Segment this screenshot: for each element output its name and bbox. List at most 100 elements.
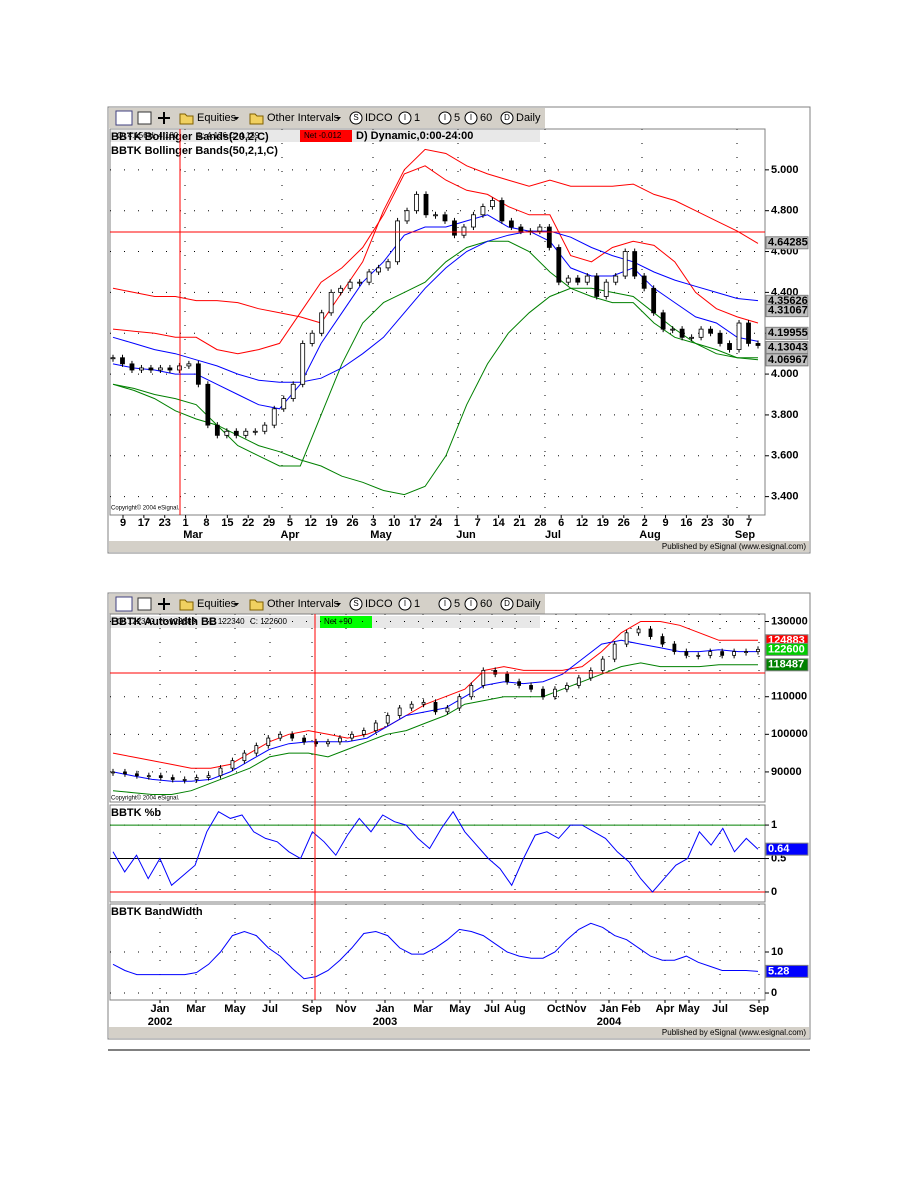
candle [648, 628, 653, 637]
button-label[interactable]: 60 [480, 112, 492, 124]
x-tick-label: Nov [566, 1003, 588, 1015]
x-tick-label: 3 [370, 517, 376, 529]
candle [546, 226, 552, 248]
folder-icon[interactable] [249, 113, 264, 125]
x-month-label: Aug [639, 529, 660, 541]
candle [254, 745, 259, 754]
candle [233, 430, 239, 436]
candle [541, 688, 545, 698]
candle [158, 775, 163, 778]
button-icon-letter: I [404, 113, 406, 122]
candle [624, 632, 629, 645]
candle [696, 654, 701, 657]
folder-icon[interactable] [179, 113, 194, 125]
x-tick-label: 21 [513, 517, 525, 529]
button-label[interactable]: 1 [414, 598, 420, 610]
candle [469, 685, 474, 698]
candle [632, 251, 638, 277]
chart-icon[interactable] [137, 597, 152, 611]
button-icon[interactable] [438, 111, 452, 125]
crosshair-icon[interactable] [158, 112, 170, 124]
candle [594, 275, 600, 297]
x-year-label: 2002 [148, 1016, 172, 1028]
info-field: O: 4.156 [117, 131, 148, 140]
chart-icon[interactable] [137, 111, 152, 125]
net-box [300, 130, 352, 142]
candle [461, 226, 467, 236]
candle [442, 214, 448, 222]
x-tick-label: 29 [263, 517, 275, 529]
button-icon-letter: I [444, 599, 446, 608]
button-icon[interactable] [349, 597, 363, 611]
candle [708, 651, 713, 656]
button-icon[interactable] [500, 597, 514, 611]
menu-arrow [336, 117, 341, 120]
button-icon[interactable] [398, 111, 412, 125]
button-icon[interactable] [464, 597, 478, 611]
menu-label[interactable]: Equities [197, 112, 237, 124]
button-icon-letter: I [470, 113, 472, 122]
candle [290, 733, 295, 739]
candle [349, 733, 354, 739]
last-value-label: 5.28 [768, 965, 789, 977]
button-label[interactable]: 5 [454, 598, 460, 610]
button-label[interactable]: IDCO [365, 598, 393, 610]
button-label[interactable]: Daily [516, 112, 541, 124]
button-label[interactable]: 1 [414, 112, 420, 124]
x-tick-label: 24 [430, 517, 443, 529]
candle [278, 733, 283, 739]
x-tick-label: 1 [183, 517, 189, 529]
candle [499, 200, 505, 222]
y-tick-label: 0 [771, 987, 777, 999]
crosshair-icon[interactable] [158, 598, 170, 610]
candle [622, 251, 628, 277]
candle [395, 220, 400, 263]
y-tick-label: 130000 [771, 615, 808, 627]
menu-label[interactable]: Equities [197, 598, 237, 610]
folder-icon[interactable] [179, 599, 194, 611]
x-tick-label: 12 [305, 517, 317, 529]
y-tick-label: 0 [771, 886, 777, 898]
button-label[interactable]: 5 [454, 112, 460, 124]
link-icon[interactable] [115, 596, 133, 612]
button-label[interactable]: Daily [516, 598, 541, 610]
copyright: Copyright© 2004 eSignal. [111, 795, 180, 802]
last-value-label: 4.06967 [768, 354, 808, 366]
y-tick-label: 100000 [771, 728, 808, 740]
candle [493, 670, 498, 675]
button-icon[interactable] [398, 597, 412, 611]
menu-label[interactable]: Other Intervals [267, 112, 340, 124]
button-label[interactable]: IDCO [365, 112, 393, 124]
x-tick-label: Jul [484, 1003, 500, 1015]
candle [262, 424, 268, 432]
folder-icon[interactable] [249, 599, 264, 611]
candle [613, 275, 619, 283]
x-tick-label: Apr [656, 1003, 676, 1015]
candle [361, 730, 366, 735]
link-icon[interactable] [115, 110, 133, 126]
info-field: H: 4.180 [148, 131, 179, 140]
candle [194, 777, 199, 780]
candle [290, 383, 296, 399]
candle [302, 737, 307, 743]
info-field: H: 122880 [159, 617, 196, 626]
menu-label[interactable]: Other Intervals [267, 598, 340, 610]
button-icon[interactable] [438, 597, 452, 611]
candle [224, 430, 230, 436]
info-field: O: 122340 [117, 617, 155, 626]
last-value-label: 0.64 [768, 843, 790, 855]
candle [182, 779, 187, 781]
candle [170, 777, 175, 780]
button-icon[interactable] [349, 111, 363, 125]
candle [338, 737, 342, 743]
candle [636, 628, 641, 634]
x-tick-label: 8 [203, 517, 209, 529]
button-label[interactable]: 60 [480, 598, 492, 610]
candle [148, 367, 154, 371]
button-icon[interactable] [500, 111, 514, 125]
x-tick-label: 23 [159, 517, 171, 529]
button-icon[interactable] [464, 111, 478, 125]
interval: D) Dynamic,0:00-24:00 [356, 130, 473, 142]
candle [242, 752, 247, 762]
candle [309, 332, 315, 344]
